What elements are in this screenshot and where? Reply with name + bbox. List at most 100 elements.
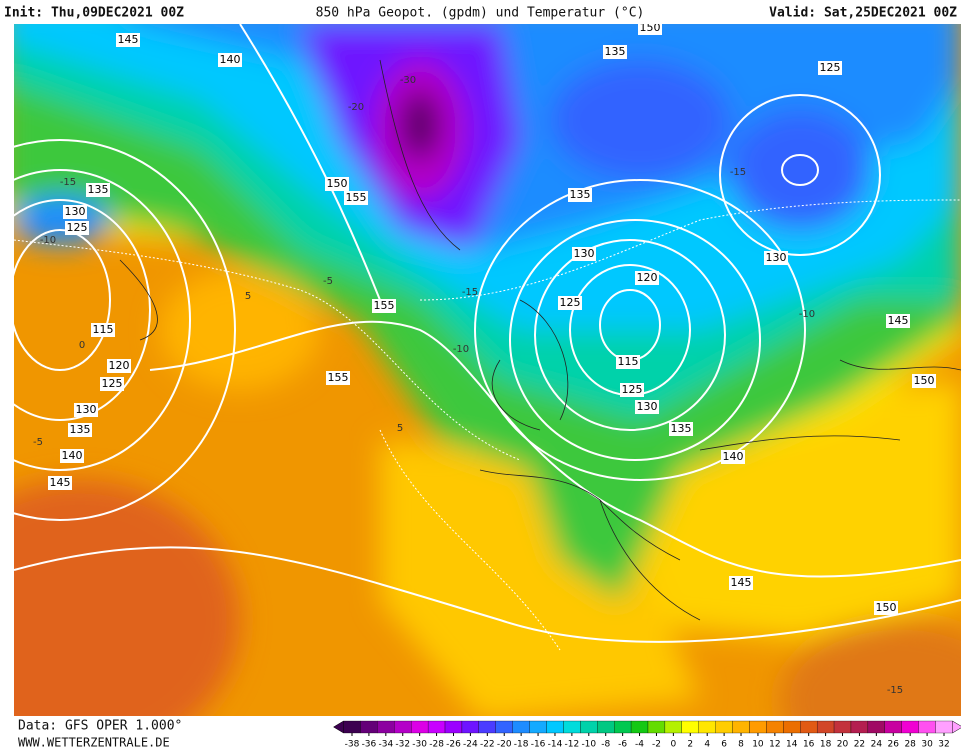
colorbar-swatch — [647, 720, 666, 734]
geopotential-label: 145 — [50, 476, 71, 489]
label-bg — [116, 33, 140, 47]
geopotential-label: 140 — [62, 449, 83, 462]
label-bg — [620, 383, 644, 397]
colorbar-label: -16 — [531, 740, 546, 750]
colorbar-label: -24 — [463, 740, 478, 750]
label-bg — [344, 191, 368, 205]
isotherm-label: -10 — [799, 309, 815, 320]
label-bg — [91, 323, 115, 337]
geopotential-label: 150 — [876, 601, 897, 614]
label-bg — [60, 449, 84, 463]
label-bg — [603, 45, 627, 59]
colorbar-swatch — [664, 720, 682, 734]
colorbar-swatch — [935, 720, 953, 734]
geopotential-label: 140 — [723, 450, 744, 463]
colorbar-swatch — [427, 720, 446, 734]
geopotential-label: 145 — [118, 33, 139, 46]
label-bg — [638, 24, 662, 35]
label-bg — [107, 359, 131, 373]
label-bg — [326, 371, 350, 385]
colorbar-label: -18 — [514, 740, 529, 750]
colorbar-swatch — [377, 720, 395, 734]
geopotential-label: 125 — [820, 61, 841, 74]
colorbar-label: -32 — [395, 740, 410, 750]
colorbar-swatch — [681, 720, 699, 734]
geopotential-label: 135 — [671, 422, 692, 435]
isotherm-label: 5 — [397, 423, 403, 434]
geopotential-label: 125 — [560, 296, 581, 309]
colorbar-label: -34 — [378, 740, 393, 750]
colorbar-label: -20 — [497, 740, 512, 750]
geopotential-label: 155 — [346, 191, 367, 204]
label-bg — [218, 53, 242, 67]
label-bg — [721, 450, 745, 464]
geopotential-label: 125 — [67, 221, 88, 234]
label-bg — [729, 576, 753, 590]
geopotential-label: 120 — [109, 359, 130, 372]
geopotential-label: 150 — [640, 21, 661, 34]
colorbar-label: -28 — [429, 740, 444, 750]
colorbar-label: 18 — [820, 740, 832, 750]
colorbar-label: 30 — [921, 740, 933, 750]
colorbar-label: 2 — [687, 740, 693, 750]
colorbar-label: 0 — [671, 740, 677, 750]
colorbar-swatch — [529, 720, 547, 734]
label-bg — [68, 423, 92, 437]
geopotential-label: 130 — [574, 247, 595, 260]
colorbar-swatch — [833, 720, 852, 734]
isotherm-label: -15 — [60, 177, 76, 188]
colorbar-label: -12 — [565, 740, 580, 750]
colorbar-swatch — [816, 720, 835, 734]
geopotential-label: 125 — [102, 377, 123, 390]
label-bg — [616, 355, 640, 369]
label-bg — [74, 403, 98, 417]
colorbar-swatch — [884, 720, 902, 734]
colorbar-swatch — [343, 720, 361, 734]
isotherm-label: -20 — [348, 102, 364, 113]
label-bg — [325, 177, 349, 191]
label-bg — [568, 188, 592, 202]
colorbar-label: -38 — [345, 740, 360, 750]
isotherm-label: -5 — [33, 437, 43, 448]
label-bg — [635, 400, 659, 414]
colorbar-swatch — [766, 720, 784, 734]
colorbar-swatch — [918, 720, 936, 734]
label-bg — [100, 377, 124, 391]
colorbar-swatch — [580, 720, 598, 734]
valid-time: Valid: Sat,25DEC2021 00Z — [769, 6, 957, 21]
label-bg — [818, 61, 842, 75]
colorbar-label: 10 — [752, 740, 764, 750]
colorbar-swatch — [512, 720, 530, 734]
colorbar-label: 28 — [904, 740, 916, 750]
isotherm-label: -15 — [462, 287, 478, 298]
isotherm-label: -15 — [887, 685, 903, 696]
label-bg — [372, 299, 396, 313]
coastlines — [119, 59, 961, 621]
colorbar-label: 24 — [871, 740, 883, 750]
colorbar-swatch — [461, 720, 480, 734]
colorbar-label: -2 — [652, 740, 661, 750]
data-source: Data: GFS OPER 1.000° — [18, 719, 182, 734]
colorbar-swatch — [630, 720, 649, 734]
colorbar-label: 16 — [803, 740, 815, 750]
colorbar-swatch — [715, 720, 733, 734]
isotherms — [14, 199, 961, 651]
label-bg — [558, 296, 582, 310]
colorbar-label: 4 — [704, 740, 710, 750]
geopotential-label: 150 — [327, 177, 348, 190]
colorbar-swatch — [478, 720, 496, 734]
geopotential-label: 145 — [888, 314, 909, 327]
colorbar-label: -36 — [362, 740, 377, 750]
colorbar-swatch — [867, 720, 885, 734]
label-bg — [912, 374, 936, 388]
init-time: Init: Thu,09DEC2021 00Z — [4, 6, 184, 21]
geopotential-label: 130 — [65, 205, 86, 218]
colorbar-swatch — [850, 720, 869, 734]
colorbar-swatch — [360, 720, 378, 734]
geopotential-label: 120 — [637, 271, 658, 284]
label-bg — [572, 247, 596, 261]
label-bg — [86, 183, 110, 197]
colorbar-swatch — [563, 720, 581, 734]
